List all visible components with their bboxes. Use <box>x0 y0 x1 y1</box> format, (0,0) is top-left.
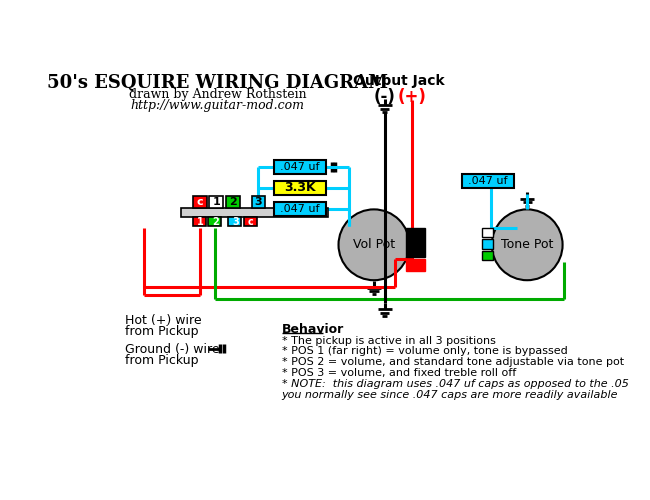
FancyBboxPatch shape <box>252 196 265 208</box>
Text: Hot (+) wire: Hot (+) wire <box>125 314 202 327</box>
Text: you normally see since .047 caps are more readily available: you normally see since .047 caps are mor… <box>281 390 618 400</box>
Text: 1: 1 <box>196 216 203 226</box>
Circle shape <box>339 210 410 280</box>
Text: * POS 2 = volume, and standard tone adjustable via tone pot: * POS 2 = volume, and standard tone adju… <box>281 357 623 367</box>
Text: 1: 1 <box>212 196 220 206</box>
Text: Output Jack: Output Jack <box>353 74 445 88</box>
FancyBboxPatch shape <box>462 174 514 188</box>
Text: c: c <box>196 196 203 206</box>
FancyBboxPatch shape <box>226 196 240 208</box>
FancyBboxPatch shape <box>482 251 493 260</box>
Text: 50's ESQUIRE WIRING DIAGRAM: 50's ESQUIRE WIRING DIAGRAM <box>47 74 388 92</box>
Text: * POS 1 (far right) = volume only, tone is bypassed: * POS 1 (far right) = volume only, tone … <box>281 346 567 356</box>
Text: Ground (-) wire: Ground (-) wire <box>125 344 220 356</box>
Circle shape <box>492 210 563 280</box>
Text: * NOTE:  this diagram uses .047 uf caps as opposed to the .05: * NOTE: this diagram uses .047 uf caps a… <box>281 379 629 389</box>
FancyBboxPatch shape <box>181 208 328 217</box>
FancyBboxPatch shape <box>193 217 206 226</box>
Text: (-): (-) <box>374 88 396 106</box>
FancyBboxPatch shape <box>274 202 326 215</box>
FancyBboxPatch shape <box>482 240 493 248</box>
Text: from Pickup: from Pickup <box>125 325 199 338</box>
FancyBboxPatch shape <box>482 228 493 237</box>
Text: .047 uf: .047 uf <box>280 204 320 214</box>
Text: drawn by Andrew Rothstein: drawn by Andrew Rothstein <box>129 88 306 101</box>
FancyBboxPatch shape <box>209 217 222 226</box>
FancyBboxPatch shape <box>228 217 242 226</box>
FancyBboxPatch shape <box>274 181 326 194</box>
FancyBboxPatch shape <box>209 196 223 208</box>
FancyBboxPatch shape <box>406 228 424 257</box>
Text: * POS 3 = volume, and fixed treble roll off: * POS 3 = volume, and fixed treble roll … <box>281 368 516 378</box>
Text: (+): (+) <box>398 88 427 106</box>
FancyBboxPatch shape <box>244 217 257 226</box>
Text: 2: 2 <box>212 216 218 226</box>
Text: 3: 3 <box>255 196 262 206</box>
FancyBboxPatch shape <box>406 258 424 271</box>
Text: .047 uf: .047 uf <box>468 176 508 186</box>
Text: * The pickup is active in all 3 positions: * The pickup is active in all 3 position… <box>281 336 495 345</box>
Text: 3: 3 <box>232 216 239 226</box>
Text: 2: 2 <box>229 196 237 206</box>
Text: http://www.guitar-mod.com: http://www.guitar-mod.com <box>131 98 305 112</box>
Text: Tone Pot: Tone Pot <box>501 238 553 252</box>
Text: .047 uf: .047 uf <box>280 162 320 172</box>
Text: c: c <box>248 216 254 226</box>
FancyBboxPatch shape <box>274 160 326 174</box>
FancyBboxPatch shape <box>193 196 207 208</box>
Text: 3.3K: 3.3K <box>284 182 316 194</box>
Text: from Pickup: from Pickup <box>125 354 199 367</box>
Text: Vol Pot: Vol Pot <box>353 238 395 252</box>
Text: Behavior: Behavior <box>281 324 344 336</box>
